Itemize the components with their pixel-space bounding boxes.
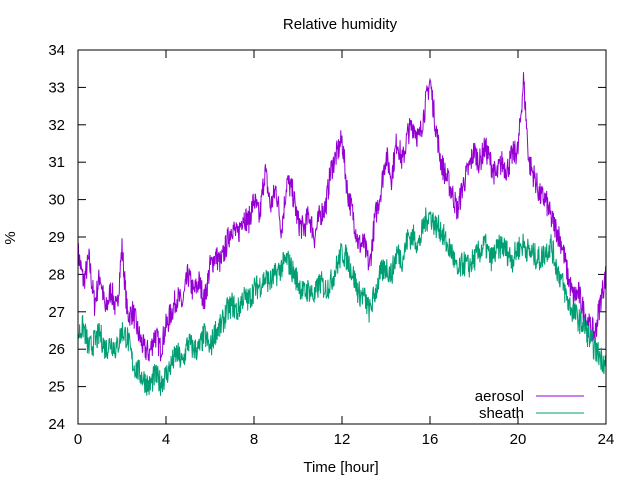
plot-frame [77, 49, 607, 425]
x-axis-label: Time [hour] [303, 459, 378, 476]
y-tick-label: 27 [48, 304, 65, 321]
chart-title: Relative humidity [283, 16, 398, 33]
legend-label-aerosol: aerosol [475, 388, 524, 405]
x-tick-label: 4 [162, 431, 170, 448]
y-tick-label: 33 [48, 79, 65, 96]
series-line-aerosol [77, 72, 607, 362]
x-tick-label: 8 [250, 431, 258, 448]
y-tick-label: 34 [48, 42, 65, 59]
y-tick-label: 28 [48, 266, 65, 283]
y-tick-label: 31 [48, 154, 65, 171]
y-tick-label: 25 [48, 379, 65, 396]
y-tick-label: 32 [48, 117, 65, 134]
y-tick-label: 24 [48, 416, 65, 433]
series-line-sheath [77, 207, 607, 396]
axis-ticks: 24 25 26 27 28 29 30 31 32 33 34 0 4 8 12 16 20 24 [48, 42, 614, 448]
x-tick-label: 24 [598, 431, 615, 448]
x-tick-label: 20 [510, 431, 527, 448]
x-tick-label: 0 [74, 431, 82, 448]
legend-label-sheath: sheath [479, 405, 524, 422]
y-axis-label: % [2, 231, 19, 244]
y-tick-label: 26 [48, 341, 65, 358]
y-tick-label: 30 [48, 192, 65, 209]
series-lines [77, 72, 607, 396]
x-tick-label: 12 [334, 431, 351, 448]
legend: aerosol sheath [475, 388, 584, 422]
x-tick-label: 16 [422, 431, 439, 448]
y-tick-label: 29 [48, 229, 65, 246]
